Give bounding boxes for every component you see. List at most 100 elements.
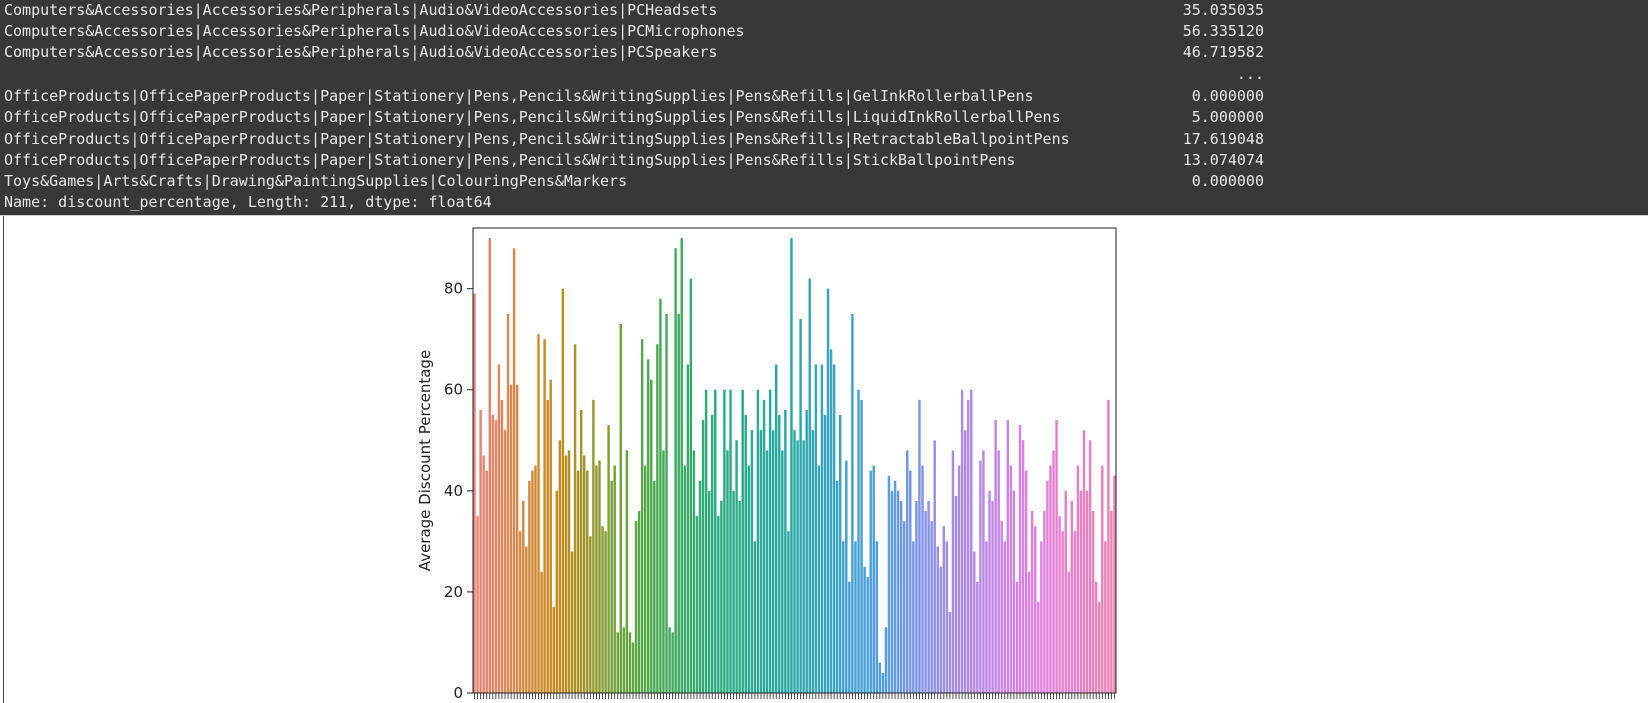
bar (729, 389, 732, 693)
series-row-label: Computers&Accessories|Accessories&Periph… (4, 1, 718, 19)
bar (583, 455, 586, 693)
bar (848, 581, 851, 693)
series-row-label: OfficeProducts|OfficePaperProducts|Paper… (4, 130, 1070, 148)
bar (954, 495, 958, 693)
bar (1024, 470, 1028, 693)
bar (1015, 581, 1019, 693)
bar (1049, 465, 1052, 693)
bar (711, 415, 714, 693)
bar (790, 238, 793, 694)
bar (643, 465, 647, 693)
bar (1018, 425, 1022, 693)
bar (720, 500, 723, 693)
bar (960, 389, 964, 693)
bar (835, 480, 839, 693)
output-gutter-line (3, 216, 4, 703)
bar (927, 500, 930, 693)
series-row-label: Computers&Accessories|Accessories&Periph… (4, 43, 718, 61)
bar (497, 364, 501, 693)
bar (1082, 430, 1086, 693)
bar (482, 455, 485, 693)
y-axis: 0 20 40 60 80 (444, 280, 473, 702)
bar (476, 516, 479, 693)
bar (503, 430, 507, 693)
y-tick-label: 20 (444, 583, 463, 601)
bar (546, 399, 549, 693)
bar (875, 541, 878, 693)
bar (988, 490, 991, 693)
bar (714, 389, 717, 693)
bar (906, 450, 909, 693)
bar (662, 450, 665, 693)
bar (488, 238, 491, 694)
bar (1067, 571, 1070, 693)
bar (808, 278, 811, 693)
series-row-value: 17.619048 (1182, 130, 1264, 148)
bar (918, 399, 921, 693)
bar (893, 480, 897, 693)
bar (579, 409, 583, 693)
bar (768, 389, 772, 693)
bar (866, 576, 869, 693)
bar (698, 480, 702, 693)
bar (765, 450, 769, 693)
bar (778, 415, 781, 693)
bar (762, 399, 766, 693)
bar (820, 364, 824, 693)
bar (625, 450, 629, 693)
bar (902, 521, 906, 693)
bar (872, 465, 875, 693)
bar (951, 450, 955, 693)
bar (845, 460, 848, 693)
bar (1098, 602, 1101, 693)
bar (1012, 490, 1016, 693)
bar (735, 440, 738, 693)
bar (671, 632, 674, 693)
bar (689, 278, 693, 693)
bar (793, 430, 796, 693)
y-tick-label: 80 (444, 280, 463, 298)
bar (613, 465, 616, 693)
bar (963, 430, 967, 693)
series-row-value: 0.000000 (1191, 172, 1264, 190)
x-axis (474, 693, 1115, 699)
bar (567, 450, 571, 693)
bar (976, 581, 979, 693)
bar (1073, 531, 1077, 693)
series-row-value: 13.074074 (1182, 151, 1264, 169)
bar (506, 313, 510, 693)
bar (887, 475, 891, 693)
bar (561, 288, 565, 693)
bar (948, 612, 952, 693)
bar (909, 470, 912, 693)
bar (1058, 516, 1061, 693)
bar (832, 364, 836, 693)
bar (878, 662, 882, 693)
bar (680, 238, 683, 694)
bar (537, 334, 540, 693)
bar (1104, 541, 1107, 693)
bar (997, 450, 1000, 693)
y-tick-label: 40 (444, 482, 463, 500)
bar (1091, 511, 1095, 693)
series-ellipsis: ... (1236, 65, 1264, 83)
bar (1043, 511, 1046, 693)
bar (564, 455, 568, 693)
bar (796, 440, 799, 693)
bar (753, 541, 757, 693)
bar (494, 420, 498, 693)
bar (1101, 465, 1104, 693)
bar (576, 470, 580, 693)
bar (732, 490, 735, 693)
bar (595, 465, 598, 693)
bar (570, 551, 574, 693)
y-axis-label: Average Discount Percentage (416, 350, 434, 571)
series-row-label: OfficeProducts|OfficePaperProducts|Paper… (4, 151, 1016, 169)
bar (647, 359, 650, 693)
series-row-value: 46.719582 (1182, 43, 1264, 61)
bar (707, 490, 711, 693)
bar (665, 313, 668, 693)
bar (543, 339, 546, 693)
bar (1055, 420, 1058, 693)
bar (747, 465, 751, 693)
